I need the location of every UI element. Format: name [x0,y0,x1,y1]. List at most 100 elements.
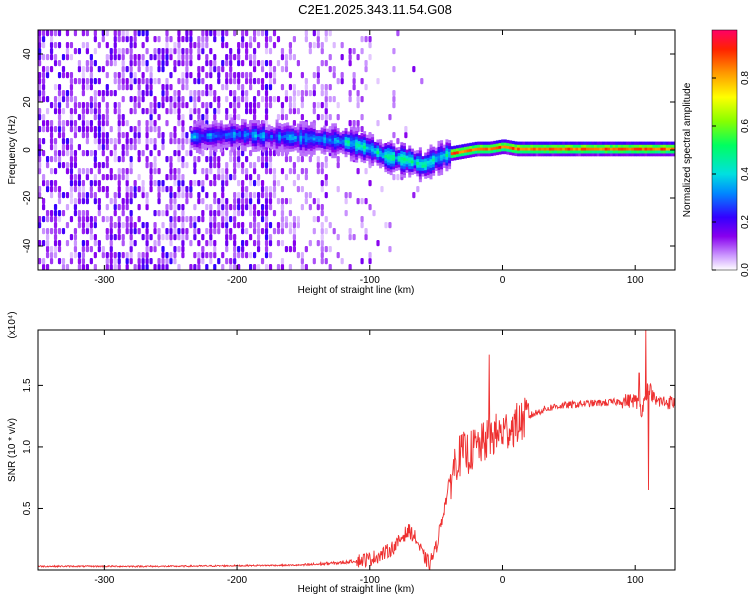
heatmap-cell [235,132,239,136]
heatmap-cell [387,162,391,166]
heatmap-cell [668,153,672,157]
heatmap-cell [245,204,249,211]
heatmap-cell [339,149,343,153]
heatmap-cell [360,198,364,205]
heatmap-cell [249,180,253,187]
heatmap-cell [583,141,587,145]
heatmap-cell [360,78,364,85]
heatmap-cell [205,114,209,121]
heatmap-cell [657,150,661,154]
heatmap-cell [157,180,161,187]
heatmap-cell [260,66,265,73]
heatmap-cell [304,147,308,151]
heatmap-cell [434,167,438,172]
heatmap-cell [575,153,579,157]
heatmap-cell [209,144,213,148]
heatmap-cell [161,60,165,67]
heatmap-cell [639,153,643,157]
heatmap-cell [264,216,269,223]
heatmap-cell [400,147,404,152]
heatmap-cell [324,246,328,253]
heatmap-cell [533,150,537,154]
heatmap-cell [384,163,388,167]
heatmap-cell [213,210,217,217]
heatmap-cell [129,198,133,205]
heatmap-cell [221,210,225,217]
heatmap-cell [85,264,89,270]
heatmap-cell [69,54,74,61]
heatmap-cell [251,137,255,141]
heatmap-cell [245,78,249,85]
heatmap-cell [594,147,598,151]
heatmap-cell [348,60,352,67]
heatmap-cell [260,60,265,67]
heatmap-cell [38,78,42,85]
heatmap-cell [272,144,276,148]
heatmap-cell [129,78,133,85]
heatmap-cell [93,78,97,85]
heatmap-cell [121,210,125,217]
heatmap-cell [241,139,245,143]
heatmap-cell [133,126,137,133]
heatmap-cell [527,141,531,145]
heatmap-cell [461,144,465,148]
heatmap-cell [318,138,322,142]
heatmap-cell [264,42,269,49]
heatmap-cell [405,149,409,153]
heatmap-cell [372,210,376,217]
heatmap-cell [376,162,380,166]
heatmap-cell [89,168,93,175]
heatmap-cell [256,142,260,146]
heatmap-cell [157,36,161,43]
heatmap-cell [198,139,202,143]
heatmap-cell [379,165,383,169]
heatmap-cell [225,108,229,115]
heatmap-cell [554,150,558,154]
heatmap-cell [165,78,169,85]
heatmap-cell [214,143,218,147]
heatmap-cell [360,114,364,121]
heatmap-cell [325,128,329,132]
heatmap-cell [245,30,249,37]
heatmap-cell [201,125,205,129]
heatmap-cell [352,84,356,91]
heatmap-cell [262,123,266,127]
heatmap-cell [249,120,253,127]
heatmap-cell [302,123,306,128]
heatmap-cell [363,139,367,143]
heatmap-cell [268,264,273,270]
heatmap-cell [53,180,58,187]
heatmap-cell [189,264,193,270]
heatmap-cell [105,120,109,127]
heatmap-cell [177,120,181,127]
heatmap-cell [535,141,539,145]
heatmap-cell [304,264,308,270]
heatmap-cell [197,114,201,121]
heatmap-cell [291,139,295,143]
heatmap-cell [546,147,550,151]
y-tick-label: -20 [22,190,33,205]
heatmap-cell [365,143,369,147]
heatmap-cell [252,54,257,61]
heatmap-cell [299,129,303,133]
heatmap-cell [238,136,242,141]
heatmap-cell [400,165,404,169]
heatmap-cell [149,234,153,241]
heatmap-cell [421,156,425,160]
heatmap-cell [280,264,285,270]
heatmap-cell [572,147,576,151]
heatmap-cell [292,36,296,43]
heatmap-cell [73,198,78,205]
heatmap-cell [416,155,420,160]
heatmap-cell [631,150,635,154]
heatmap-cell [45,252,50,259]
heatmap-cell [580,150,584,154]
heatmap-cell [241,210,245,217]
heatmap-cell [113,174,117,181]
heatmap-cell [543,147,547,151]
heatmap-cell [241,72,245,79]
heatmap-cell [310,136,314,140]
heatmap-cell [316,72,320,79]
heatmap-cell [280,240,285,247]
heatmap-cell [365,154,369,159]
